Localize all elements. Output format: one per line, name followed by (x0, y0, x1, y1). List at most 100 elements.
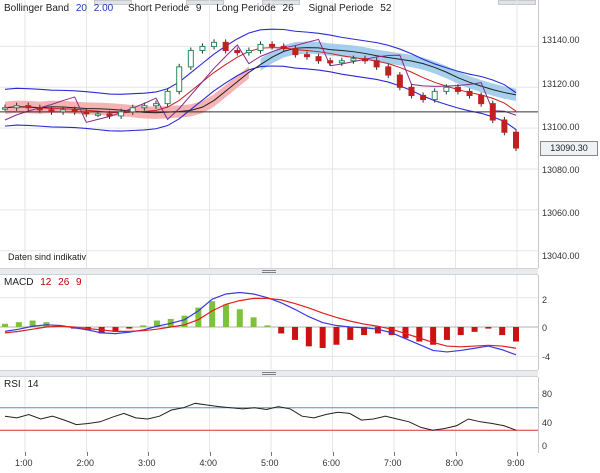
x-axis-tick (86, 452, 88, 456)
candle-body (269, 43, 276, 47)
toolbar-strip-left[interactable] (94, 0, 132, 5)
signal-period-value[interactable]: 52 (380, 3, 392, 14)
macd-histogram-bar (402, 327, 409, 339)
resize-grip-icon[interactable] (262, 371, 276, 376)
candle-body (245, 50, 252, 54)
candle-body (129, 107, 136, 113)
candle-body (373, 60, 380, 68)
candle-body (501, 119, 508, 133)
toolbar-strip-mid[interactable] (186, 0, 224, 5)
candle-body (36, 107, 43, 111)
candle-body (141, 105, 148, 109)
macd-histogram-bar (319, 327, 326, 348)
bollinger-label[interactable]: Bollinger Band (4, 3, 70, 14)
macd-histogram-bar (250, 317, 257, 327)
macd-histogram-bar (140, 325, 147, 327)
x-axis-label: 4:00 (199, 458, 218, 468)
macd-histogram-bar (416, 327, 423, 342)
x-axis-tick (394, 452, 395, 456)
short-period-value[interactable]: 9 (195, 3, 202, 14)
x-axis-label: 2:00 (76, 458, 95, 468)
macd-histogram-bar (126, 327, 133, 329)
pane-divider-macd-rsi[interactable] (0, 370, 538, 377)
macd-histogram-bar (209, 301, 216, 327)
macd-histogram-bar (513, 327, 519, 342)
indicative-data-note: Daten sind indikativ (8, 252, 87, 262)
candle-body (292, 47, 299, 56)
rsi-y-tick: 80 (542, 389, 553, 399)
candle-body (362, 58, 369, 62)
candle-body (152, 103, 159, 107)
macd-histogram-bar (305, 327, 312, 347)
toolbar-strip-right[interactable] (262, 0, 300, 5)
price-y-tick: 13140.00 (542, 35, 580, 45)
macd-y-tick: -4 (542, 352, 551, 362)
candle-body (454, 86, 461, 92)
macd-histogram-bar (374, 327, 381, 334)
rsi-chart-svg[interactable] (0, 377, 538, 453)
candle-body (338, 60, 345, 64)
short-period-label[interactable]: Short Periode (127, 3, 190, 14)
macd-histogram-bar (112, 327, 119, 332)
long-period-label[interactable]: Long Periode (216, 3, 276, 14)
macd-histogram-bar (457, 327, 464, 336)
candle-body (106, 113, 113, 117)
candle-body (303, 54, 310, 58)
signal-period-label[interactable]: Signal Periode (308, 3, 374, 14)
price-chart-svg[interactable] (0, 0, 538, 268)
macd-histogram-bar (443, 327, 450, 340)
macd-histogram-bar (236, 309, 243, 327)
chikou-span-line (4, 38, 517, 123)
candle-body (48, 109, 55, 113)
rsi-period[interactable]: 14 (27, 379, 39, 390)
candle-body (94, 113, 101, 116)
x-axis-label: 7:00 (384, 458, 402, 468)
candle-body (420, 94, 427, 101)
rsi-label[interactable]: RSI (4, 379, 21, 390)
rsi-y-tick: 40 (542, 418, 553, 428)
macd-signal[interactable]: 9 (76, 277, 82, 288)
macd-line (4, 291, 517, 356)
candle-body (118, 111, 125, 117)
price-y-tick: 13120.00 (542, 79, 580, 89)
current-price-badge: 13090.30 (540, 141, 598, 156)
macd-fast[interactable]: 12 (40, 277, 52, 288)
candle-body (83, 111, 90, 115)
macd-histogram-bar (471, 327, 478, 332)
resize-grip-icon[interactable] (262, 269, 276, 274)
x-axis-tick (148, 452, 149, 456)
rsi-y-tick: 0 (542, 441, 548, 451)
macd-histogram-bar (222, 304, 229, 327)
candle-body (315, 56, 322, 62)
candle-body (71, 109, 78, 113)
price-plot-area[interactable] (0, 0, 539, 268)
bollinger-std[interactable]: 2.00 (93, 3, 114, 14)
x-axis-label: 9:00 (507, 458, 525, 468)
macd-histogram-bar (195, 307, 202, 327)
macd-label[interactable]: MACD (4, 277, 34, 288)
candle-body (466, 90, 473, 96)
candle-body (199, 45, 206, 52)
rsi-line (4, 402, 517, 431)
macd-plot-area[interactable] (0, 275, 539, 370)
macd-chart-svg[interactable] (0, 275, 538, 370)
macd-slow[interactable]: 26 (58, 277, 70, 288)
bollinger-period[interactable]: 20 (75, 3, 87, 14)
x-axis-label: 8:00 (445, 458, 464, 468)
x-axis-label: 5:00 (261, 458, 279, 468)
macd-legend: MACD 12 26 9 (4, 276, 86, 290)
x-axis-tick (517, 452, 518, 456)
x-axis-tick (332, 452, 334, 456)
macd-histogram-bar (278, 327, 285, 334)
candle-body (280, 45, 287, 49)
macd-histogram-bar (15, 322, 22, 327)
candle-body (222, 41, 229, 52)
macd-histogram-bar (264, 325, 271, 327)
pane-divider-price-macd[interactable] (0, 268, 538, 275)
x-axis-tick (271, 452, 272, 456)
rsi-plot-area[interactable] (0, 377, 539, 453)
long-period-value[interactable]: 26 (282, 3, 294, 14)
price-y-tick: 13100.00 (542, 122, 580, 132)
x-axis-label: 3:00 (138, 458, 156, 468)
macd-histogram-bar (2, 323, 8, 327)
